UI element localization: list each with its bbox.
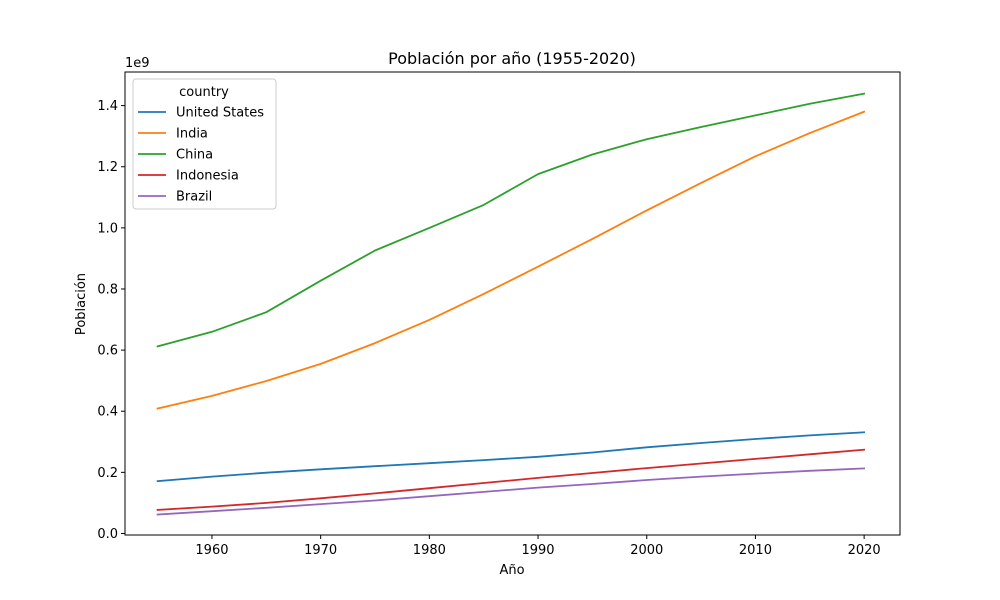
chart-title: Población por año (1955-2020) <box>388 49 636 68</box>
legend-title: country <box>179 85 229 100</box>
x-tick-label: 1980 <box>413 543 446 558</box>
y-tick-label: 0.6 <box>97 344 118 359</box>
x-tick-label: 2000 <box>630 543 663 558</box>
series-line-united-states <box>156 431 866 483</box>
legend-label-brazil: Brazil <box>176 190 212 205</box>
y-tick-label: 1.0 <box>97 221 118 236</box>
x-axis: 1960 1970 1980 1990 2000 2010 2020 <box>195 535 881 558</box>
y-tick-label: 0.2 <box>97 466 118 481</box>
legend-label-india: India <box>176 127 208 142</box>
series-layer <box>156 92 866 516</box>
x-axis-label: Año <box>499 563 524 578</box>
legend-label-indonesia: Indonesia <box>176 169 239 184</box>
y-tick-label: 1.2 <box>97 160 118 175</box>
x-tick-label: 1970 <box>304 543 337 558</box>
legend-box <box>132 78 277 210</box>
x-tick-label: 1990 <box>521 543 554 558</box>
y-tick-label: 0.4 <box>97 405 118 420</box>
y-axis-label: Población <box>74 273 89 335</box>
series-line-indonesia <box>156 448 866 511</box>
x-tick-label: 2010 <box>739 543 772 558</box>
legend-items: United States India China Indonesia Brazil <box>138 106 264 205</box>
y-offset-label: 1e9 <box>125 56 150 71</box>
series-line-india <box>156 110 866 410</box>
series-line-brazil <box>156 467 866 516</box>
y-tick-label: 1.4 <box>97 99 118 114</box>
axes-frame <box>124 71 901 536</box>
y-tick-label: 0.0 <box>97 527 118 542</box>
legend: country United States India China Indonesia… <box>132 78 277 210</box>
x-tick-label: 2020 <box>848 543 881 558</box>
x-tick-label: 1960 <box>195 543 228 558</box>
series-line-china <box>156 92 866 348</box>
y-axis: 0.0 0.2 0.4 0.6 0.8 1.0 1.2 1.4 <box>97 99 125 542</box>
plot-area <box>124 71 901 536</box>
legend-label-united-states: United States <box>176 106 264 121</box>
legend-label-china: China <box>176 148 213 163</box>
y-tick-label: 0.8 <box>97 282 118 297</box>
